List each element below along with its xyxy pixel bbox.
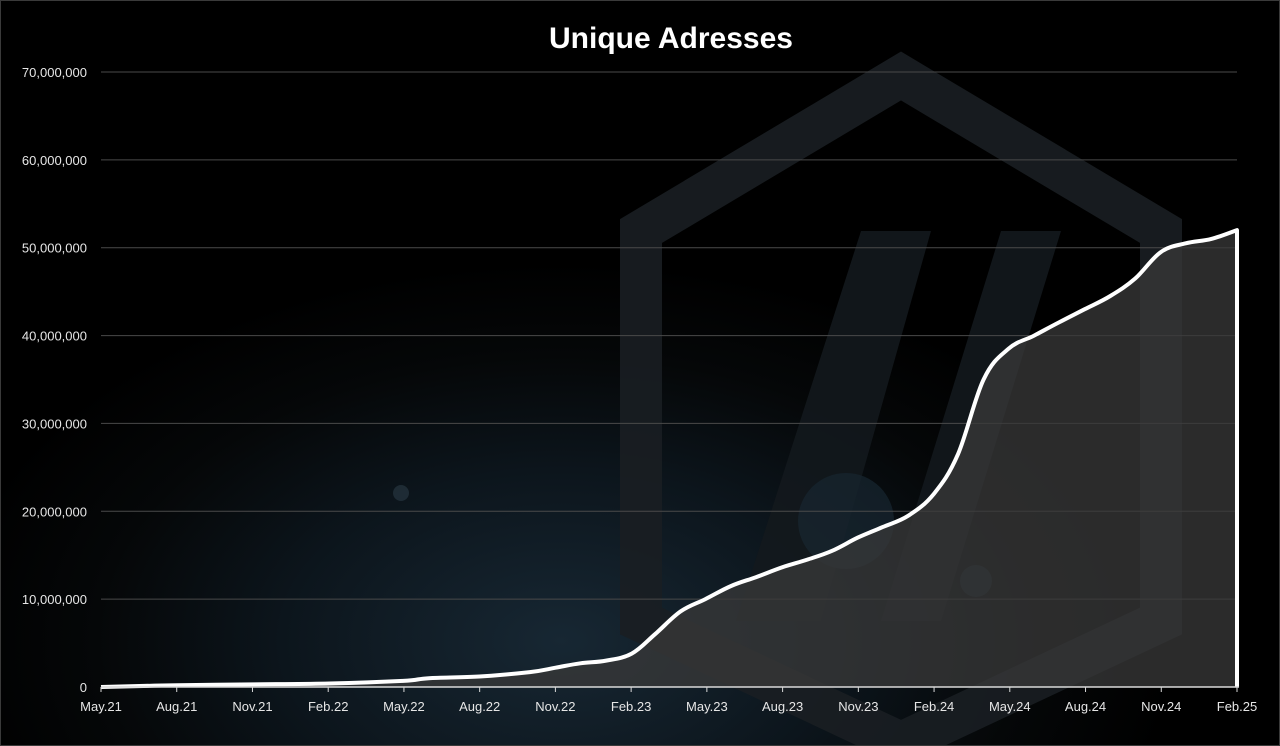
area-fill: [101, 230, 1237, 687]
x-tick-label: May.22: [383, 699, 425, 714]
series-line: [100, 228, 1239, 689]
x-tick-label: Feb.23: [611, 699, 651, 714]
x-tick-label: Feb.24: [914, 699, 954, 714]
x-tick-label: Aug.24: [1065, 699, 1106, 714]
x-axis-tick-labels: May.21 Aug.21 Nov.21 Feb.22 May.22 Aug.22 Nov.…: [80, 687, 1257, 714]
x-tick-label: Aug.23: [762, 699, 803, 714]
y-tick-label: 0: [80, 680, 87, 695]
y-tick-label: 50,000,000: [22, 241, 87, 256]
x-tick-label: Feb.22: [308, 699, 348, 714]
x-tick-label: Nov.24: [1141, 699, 1181, 714]
x-tick-label: Aug.21: [156, 699, 197, 714]
x-tick-label: Nov.21: [232, 699, 272, 714]
y-tick-label: 70,000,000: [22, 65, 87, 80]
y-tick-label: 60,000,000: [22, 153, 87, 168]
x-tick-label: May.24: [989, 699, 1031, 714]
y-axis-tick-labels: 0 10,000,000 20,000,000 30,000,000 40,000,00…: [22, 65, 87, 695]
x-tick-label: Aug.22: [459, 699, 500, 714]
y-tick-label: 30,000,000: [22, 416, 87, 431]
x-tick-label: May.23: [686, 699, 728, 714]
y-tick-label: 40,000,000: [22, 329, 87, 344]
x-tick-label: Nov.22: [535, 699, 575, 714]
y-tick-label: 20,000,000: [22, 504, 87, 519]
chart-title: Unique Adresses: [549, 22, 793, 55]
y-tick-label: 10,000,000: [22, 592, 87, 607]
x-tick-label: Nov.23: [838, 699, 878, 714]
x-tick-label: May.21: [80, 699, 122, 714]
x-tick-label: Feb.25: [1217, 699, 1257, 714]
